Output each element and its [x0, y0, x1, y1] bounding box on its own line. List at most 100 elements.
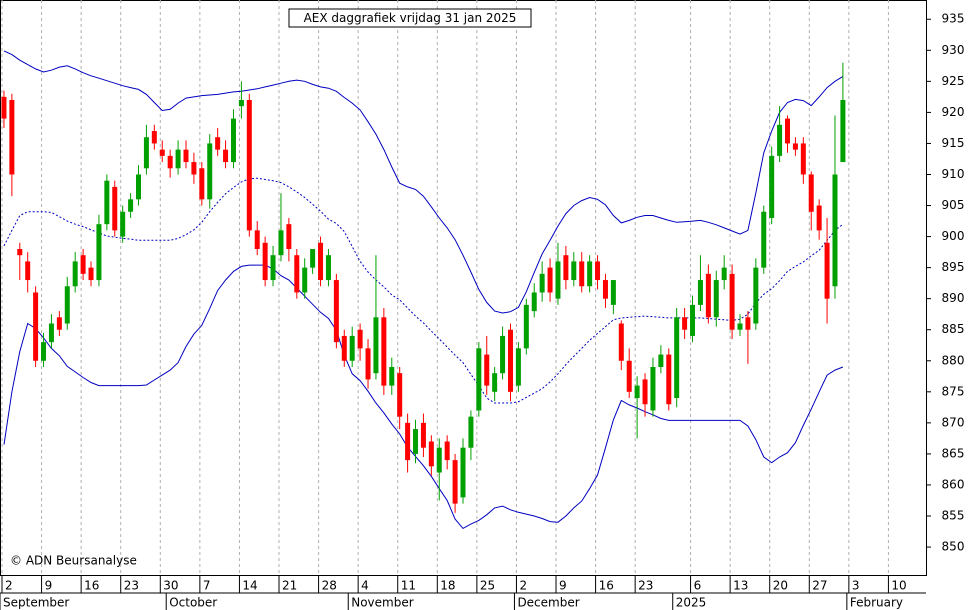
candle-body [745, 317, 751, 330]
candle-body [167, 155, 173, 169]
candle-body [302, 267, 308, 293]
candle-body [333, 280, 339, 343]
candle-body [658, 354, 664, 367]
x-tick-label: 23 [124, 579, 139, 593]
candle-body [128, 199, 134, 212]
candle-body [33, 292, 39, 361]
candle-body [531, 292, 537, 312]
candle-body [223, 149, 229, 163]
candle-body [808, 174, 814, 212]
candle-body [484, 354, 490, 386]
candle-body [120, 211, 126, 237]
candle-body [151, 131, 157, 144]
candle-body [310, 249, 316, 268]
candle-body [136, 174, 142, 200]
candle-body [96, 224, 102, 281]
candle-body [262, 242, 268, 281]
candle-body [769, 155, 775, 218]
x-tick-label: 16 [599, 579, 614, 593]
candle-body [1, 96, 7, 119]
y-tick-label: 905 [942, 198, 965, 212]
candle-body [515, 348, 521, 386]
candle-body [587, 261, 593, 287]
candle-body [64, 286, 70, 324]
candle-body [492, 373, 498, 392]
candle-body [674, 317, 680, 399]
y-tick-label: 850 [942, 540, 965, 554]
month-label: September [3, 596, 69, 610]
x-tick-label: 30 [163, 579, 178, 593]
candle-body [183, 149, 189, 163]
candle-body [80, 255, 86, 274]
candle-body [777, 124, 783, 156]
candle-body [634, 385, 640, 399]
x-tick-label: 25 [480, 579, 495, 593]
candle-body [840, 99, 846, 163]
month-label: 2025 [676, 596, 707, 610]
candle-body [452, 460, 458, 504]
candle-body [191, 162, 197, 175]
candle-body [207, 143, 213, 200]
x-tick-label: 20 [773, 579, 788, 593]
x-tick-label: 9 [559, 579, 567, 593]
candle-body [737, 323, 743, 330]
candle-body [413, 429, 419, 454]
candle-body [468, 416, 474, 448]
y-tick-label: 855 [942, 509, 965, 523]
candle-body [523, 304, 529, 349]
candle-body [563, 255, 569, 281]
candle-body [697, 280, 703, 305]
x-tick-label: 3 [852, 579, 860, 593]
candle-body [294, 255, 300, 293]
candle-body [420, 422, 426, 448]
x-tick-label: 4 [361, 579, 369, 593]
candle-body [72, 261, 78, 287]
candle-body [690, 304, 696, 336]
x-tick-label: 18 [440, 579, 455, 593]
candle-body [278, 230, 284, 256]
y-tick-label: 925 [942, 74, 965, 88]
candle-body [824, 242, 830, 299]
y-tick-label: 930 [942, 43, 965, 57]
candle-body [238, 99, 244, 107]
candle-body [721, 267, 727, 281]
candle-body [365, 348, 371, 380]
candle-body [41, 342, 47, 361]
y-tick-label: 865 [942, 446, 965, 460]
candle-body [610, 280, 616, 305]
candle-body [460, 447, 466, 498]
chart-title: AEX daggrafiek vrijdag 31 jan 2025 [304, 11, 517, 25]
x-tick-label: 7 [203, 579, 211, 593]
candle-body [436, 447, 442, 473]
candle-body [246, 99, 252, 231]
candle-body [349, 335, 355, 361]
candle-body [539, 273, 545, 293]
candle-body [325, 255, 331, 281]
candle-body [832, 174, 838, 287]
y-tick-label: 910 [942, 167, 965, 181]
candle-body [48, 323, 54, 343]
y-tick-label: 880 [942, 353, 965, 367]
candle-body [705, 273, 711, 318]
x-tick-label: 14 [242, 579, 257, 593]
x-tick-label: 16 [84, 579, 99, 593]
candle-body [753, 267, 759, 324]
candle-body [816, 205, 822, 231]
candle-body [112, 186, 118, 231]
candle-body [381, 317, 387, 386]
candle-body [215, 137, 221, 150]
candle-body [175, 149, 181, 169]
candle-body [642, 379, 648, 405]
candle-body [159, 149, 165, 156]
candle-body [444, 441, 450, 461]
y-tick-label: 860 [942, 477, 965, 491]
candle-body [595, 261, 601, 281]
y-tick-label: 875 [942, 384, 965, 398]
candle-body [761, 211, 767, 268]
candle-body [104, 180, 110, 225]
bollinger-band [3, 177, 844, 404]
candle-body [618, 323, 624, 361]
candle-body [626, 360, 632, 392]
x-tick-label: 21 [282, 579, 297, 593]
candle-body [571, 261, 577, 281]
